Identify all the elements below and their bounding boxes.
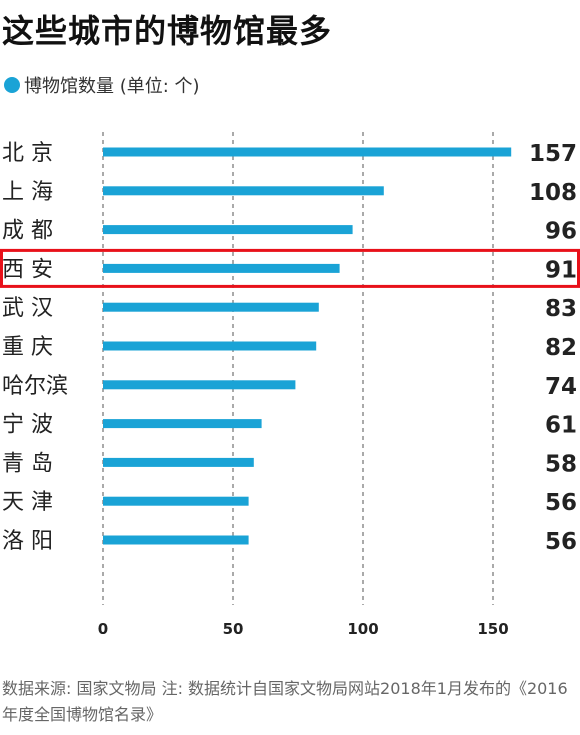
category-label: 武 汉 bbox=[2, 296, 53, 321]
category-label: 重 庆 bbox=[2, 335, 53, 360]
bar bbox=[103, 457, 254, 467]
category-label: 青 岛 bbox=[2, 451, 53, 476]
category-label: 洛 阳 bbox=[2, 529, 53, 554]
category-label: 宁 波 bbox=[2, 413, 53, 438]
value-label: 74 bbox=[545, 374, 577, 400]
bar bbox=[103, 380, 296, 390]
bar bbox=[103, 496, 249, 506]
legend-marker bbox=[4, 77, 20, 93]
bar bbox=[103, 225, 353, 235]
value-label: 61 bbox=[545, 413, 577, 439]
category-label: 哈尔滨 bbox=[2, 374, 68, 399]
x-tick-label: 100 bbox=[347, 620, 378, 638]
value-label: 91 bbox=[545, 257, 577, 283]
source-footnote: 数据来源: 国家文物局 注: 数据统计自国家文物局网站2018年1月发布的《20… bbox=[2, 679, 568, 724]
bar-chart: 0 50 100 150 北 京 157 上 海 108 成 都 96 西 安 91 武 汉 83 重 庆 8… bbox=[0, 132, 580, 638]
x-tick-label: 0 bbox=[98, 620, 108, 638]
bar bbox=[103, 419, 262, 429]
bar bbox=[103, 535, 249, 545]
highlight-box bbox=[0, 248, 580, 288]
category-label: 天 津 bbox=[2, 490, 53, 515]
category-label: 西 安 bbox=[2, 257, 53, 282]
bar bbox=[103, 302, 319, 312]
value-label: 56 bbox=[545, 490, 577, 516]
category-label: 成 都 bbox=[2, 219, 53, 244]
chart-title: 这些城市的博物馆最多 bbox=[2, 12, 333, 50]
legend: 博物馆数量 (单位: 个) bbox=[4, 72, 200, 98]
value-label: 58 bbox=[545, 451, 577, 477]
value-label: 157 bbox=[529, 141, 577, 167]
bar bbox=[103, 341, 317, 351]
x-tick-label: 150 bbox=[477, 620, 508, 638]
x-tick-label: 50 bbox=[223, 620, 244, 638]
bar bbox=[103, 147, 512, 157]
category-label: 上 海 bbox=[2, 180, 53, 205]
legend-label: 博物馆数量 (单位: 个) bbox=[24, 76, 200, 97]
value-label: 96 bbox=[545, 219, 577, 245]
value-label: 82 bbox=[545, 335, 577, 361]
bar bbox=[103, 186, 384, 196]
category-label: 北 京 bbox=[2, 141, 53, 166]
value-label: 56 bbox=[545, 529, 577, 555]
value-label: 83 bbox=[545, 296, 577, 322]
bar bbox=[103, 263, 340, 273]
value-label: 108 bbox=[529, 180, 577, 206]
